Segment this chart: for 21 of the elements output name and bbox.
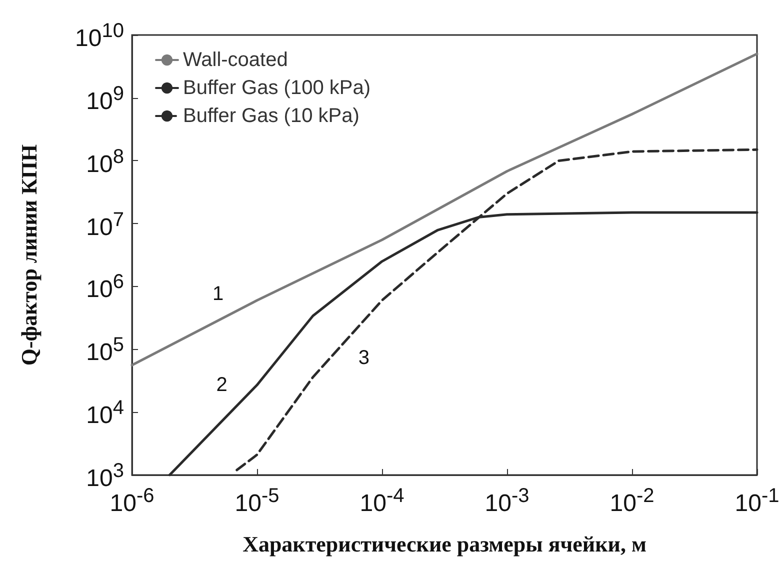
x-tick-label: 10$^{-3}$	[484, 484, 530, 517]
y-tick-label: 10$^{7}$	[86, 208, 124, 241]
x-tick-label: 10$^{-5}$	[234, 484, 280, 517]
x-tick-label: 10$^{-4}$	[360, 484, 404, 517]
y-tick-label: 10$^{6}$	[86, 270, 124, 304]
y-tick-label: 10$^{9}$	[86, 82, 124, 115]
x-axis-title: Характеристические размеры ячейки, м	[242, 532, 646, 556]
annotation: 3	[358, 347, 370, 370]
y-tick-label: 10$^{10}$	[75, 19, 124, 52]
annotation: 1	[212, 283, 224, 306]
x-tick-label: 10$^{-1}$	[734, 484, 780, 517]
annotation: 2	[216, 374, 228, 396]
x-tick-label: 10$^{-2}$	[610, 484, 654, 517]
y-tick-label: 10$^{5}$	[86, 333, 124, 366]
legend-label: Buffer Gas (100 kPa)	[183, 77, 370, 99]
y-axis-title: Q-фактор линии КПН	[16, 144, 42, 366]
line-series	[130, 52, 758, 366]
y-tick-label: 10$^{8}$	[86, 144, 124, 178]
legend-label: Buffer Gas (10 kPa)	[183, 105, 360, 127]
y-tick-label: 10$^{4}$	[86, 396, 124, 430]
legend-label: Wall-coated	[183, 49, 288, 71]
